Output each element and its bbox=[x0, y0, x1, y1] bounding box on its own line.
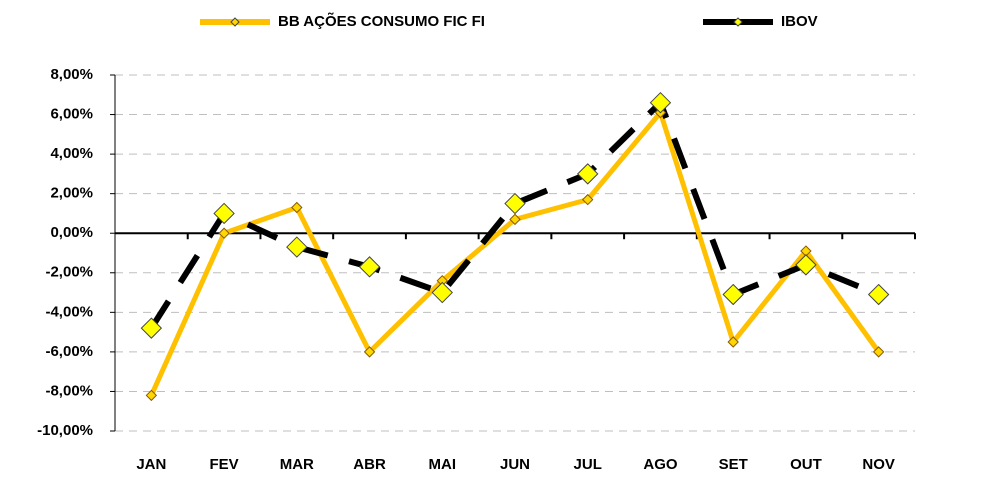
x-tick-label: MAI bbox=[429, 456, 457, 473]
series-line bbox=[149, 110, 881, 397]
point-marker bbox=[140, 317, 163, 339]
point-marker bbox=[286, 236, 308, 258]
point-marker bbox=[582, 193, 594, 206]
x-tick-label: OUT bbox=[790, 456, 822, 473]
point-marker bbox=[145, 389, 158, 402]
point-marker bbox=[509, 213, 521, 226]
y-tick-label: 2,00% bbox=[50, 185, 93, 202]
y-tick-label: -10,00% bbox=[37, 422, 93, 439]
point-marker bbox=[213, 202, 235, 225]
point-marker bbox=[722, 283, 744, 306]
series-line bbox=[148, 99, 880, 330]
legend-marker bbox=[733, 17, 743, 27]
x-tick-label: NOV bbox=[862, 456, 895, 473]
y-tick-label: 0,00% bbox=[50, 224, 93, 241]
x-tick-label: JUL bbox=[574, 456, 602, 473]
y-tick-label: 4,00% bbox=[50, 145, 93, 162]
point-marker bbox=[363, 346, 376, 358]
point-marker bbox=[867, 283, 890, 306]
x-tick-label: MAR bbox=[280, 456, 314, 473]
x-tick-label: SET bbox=[719, 456, 748, 473]
x-tick-label: AGO bbox=[643, 456, 678, 473]
y-tick-label: 6,00% bbox=[50, 106, 93, 123]
x-tick-label: JAN bbox=[136, 456, 166, 473]
point-marker bbox=[872, 346, 885, 358]
legend-marker bbox=[230, 17, 240, 27]
y-tick-label: -4,00% bbox=[45, 303, 93, 320]
point-marker bbox=[649, 91, 672, 114]
point-marker bbox=[577, 163, 599, 185]
point-marker bbox=[727, 336, 739, 348]
y-tick-label: -8,00% bbox=[45, 382, 93, 399]
point-marker bbox=[358, 256, 381, 278]
point-marker bbox=[431, 281, 453, 304]
x-tick-label: JUN bbox=[500, 456, 530, 473]
point-marker bbox=[218, 227, 230, 239]
legend-label: IBOV bbox=[781, 13, 818, 30]
point-marker bbox=[795, 254, 817, 276]
y-tick-label: -2,00% bbox=[45, 264, 93, 281]
point-marker bbox=[504, 192, 526, 215]
x-tick-label: ABR bbox=[353, 456, 386, 473]
x-tick-label: FEV bbox=[209, 456, 238, 473]
y-tick-label: 8,00% bbox=[50, 66, 93, 83]
point-marker bbox=[291, 201, 303, 214]
legend-label: BB AÇÕES CONSUMO FIC FI bbox=[278, 12, 485, 30]
y-tick-label: -6,00% bbox=[45, 343, 93, 360]
